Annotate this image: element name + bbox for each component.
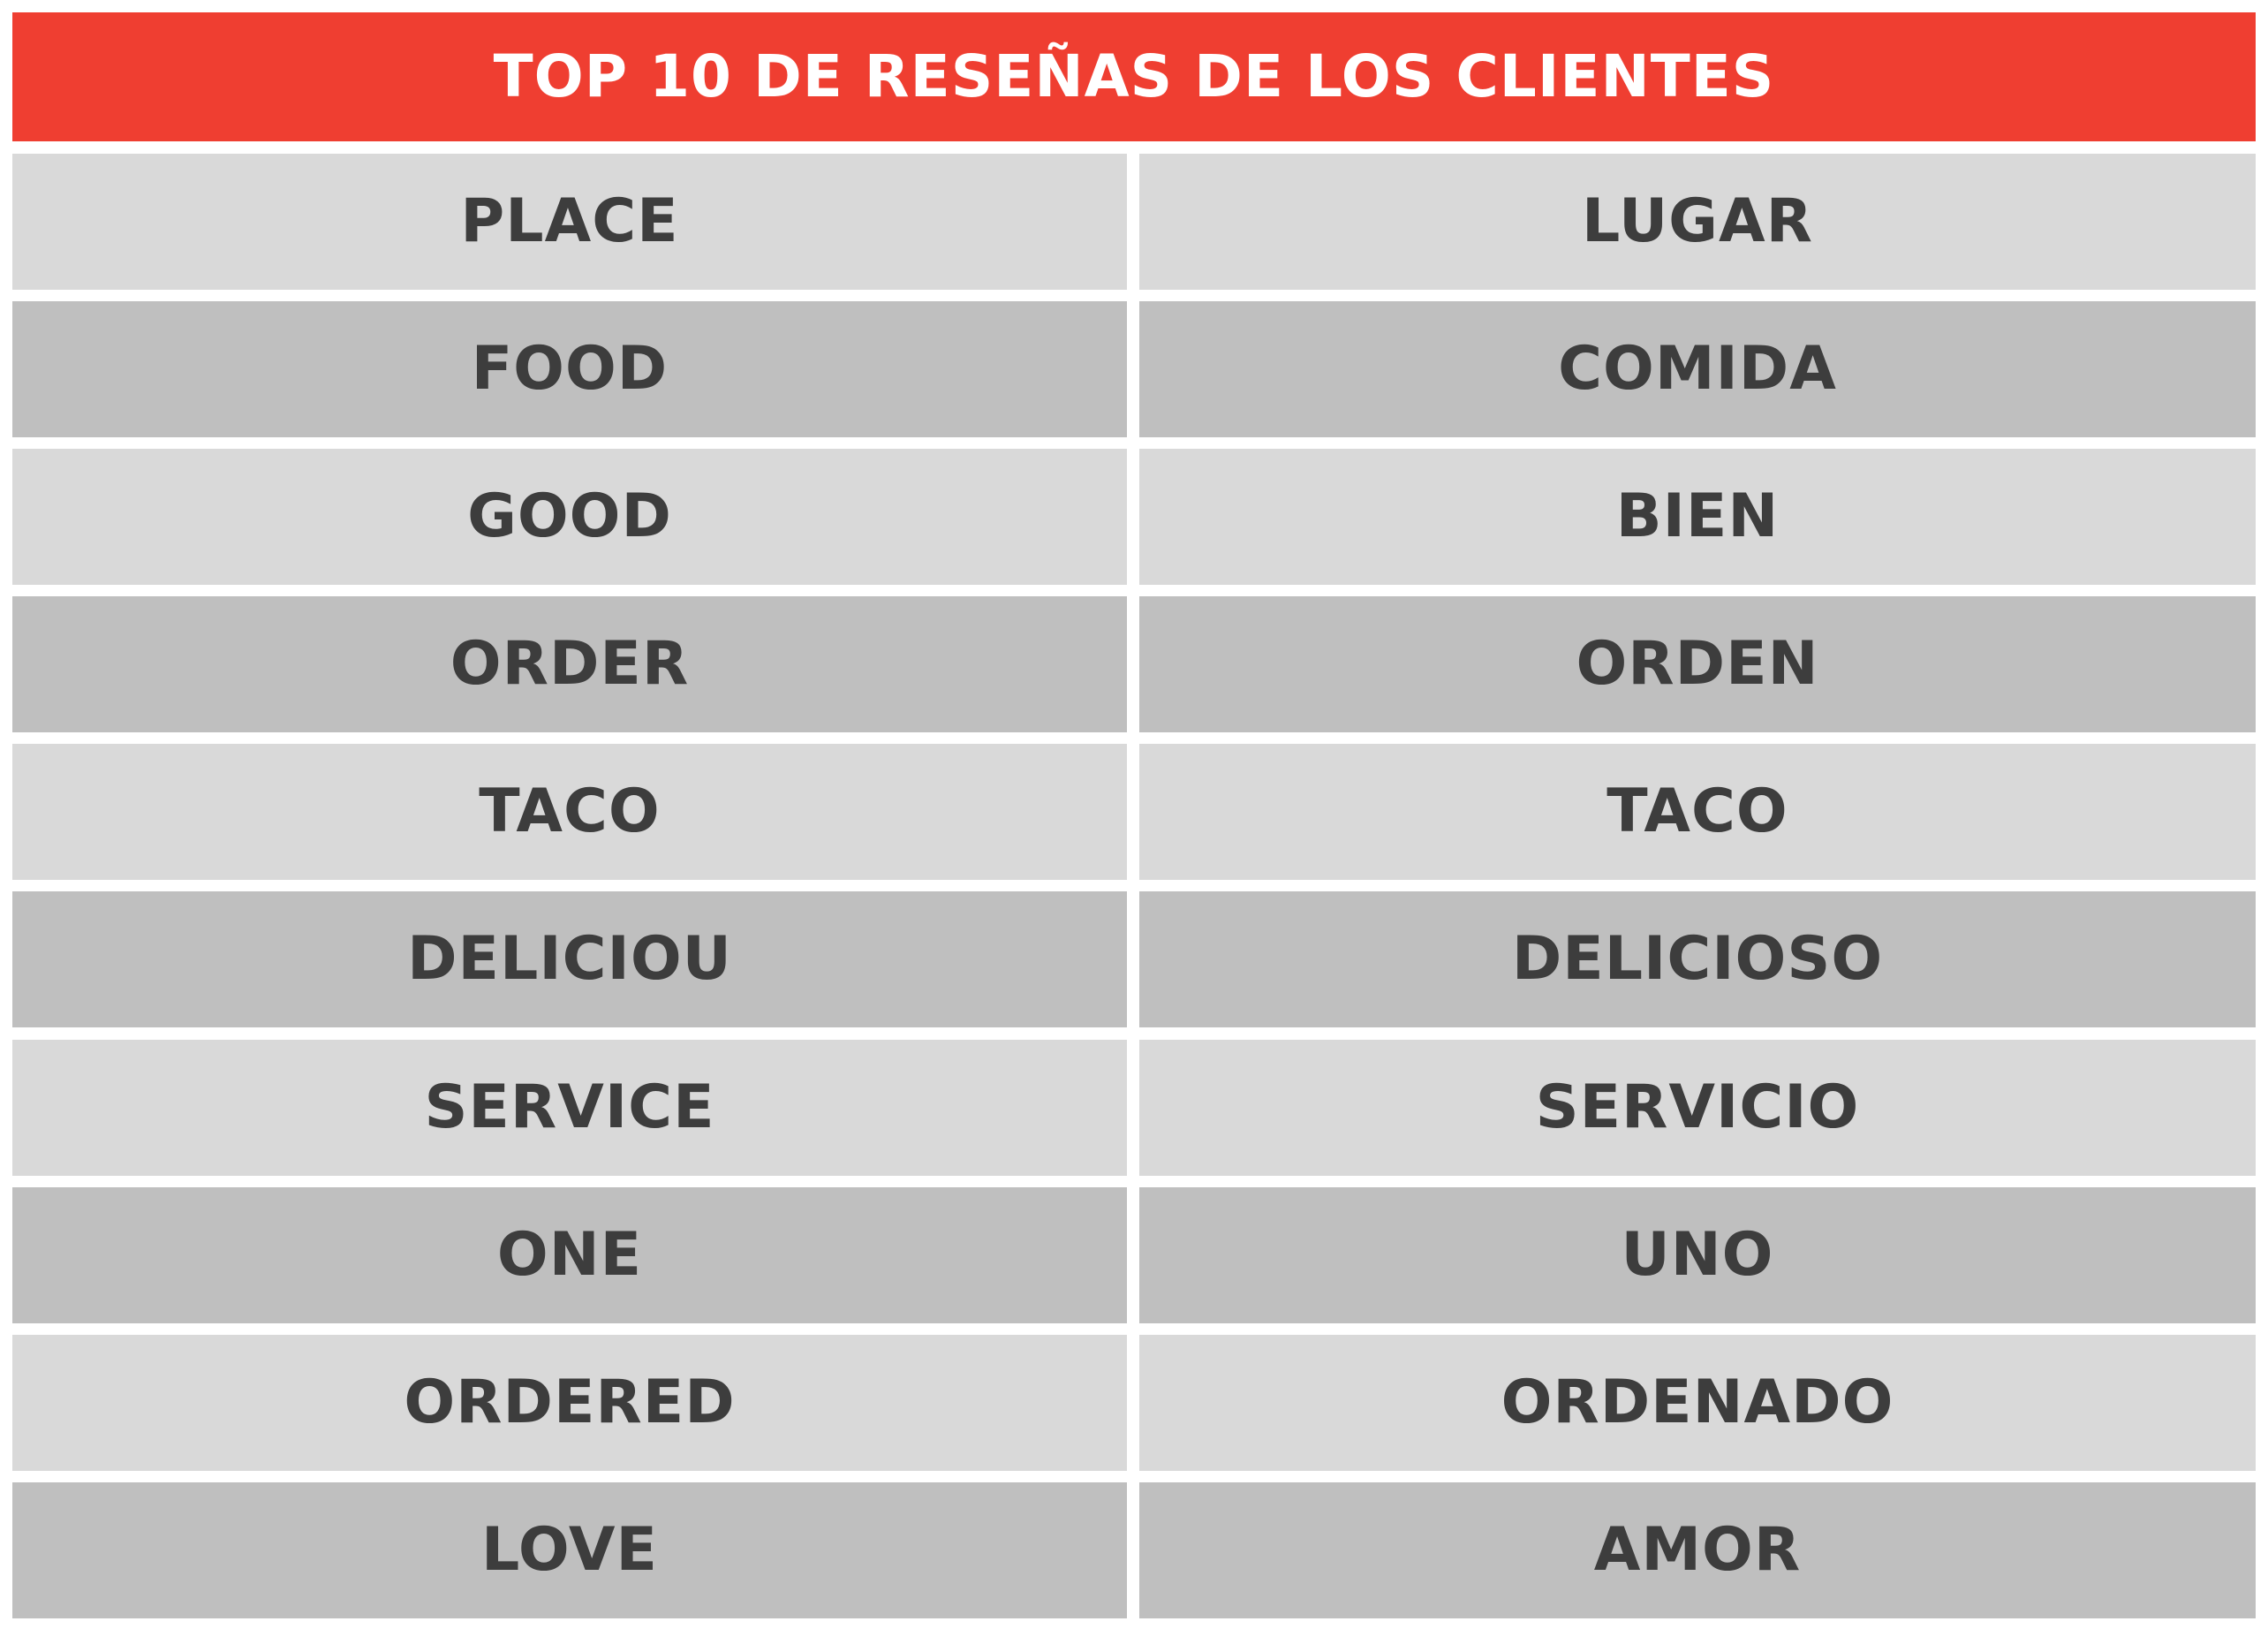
spanish-word-cell: DELICIOSO — [1139, 891, 2256, 1028]
english-word-cell: ORDERED — [12, 1334, 1127, 1471]
english-word-cell: DELICIOU — [12, 891, 1127, 1028]
reviews-table: PLACE LUGAR FOOD COMIDA GOOD BIEN ORDER … — [12, 154, 2256, 1618]
spanish-word-cell: TACO — [1139, 744, 2256, 881]
english-word-cell: LOVE — [12, 1481, 1127, 1618]
spanish-word-cell: BIEN — [1139, 449, 2256, 586]
spanish-word-cell: COMIDA — [1139, 301, 2256, 438]
english-word-cell: PLACE — [12, 154, 1127, 290]
english-word-cell: ORDER — [12, 596, 1127, 733]
table-title: TOP 10 DE RESEÑAS DE LOS CLIENTES — [493, 42, 1775, 110]
spanish-word-cell: ORDEN — [1139, 596, 2256, 733]
english-word-cell: SERVICE — [12, 1039, 1127, 1176]
english-word-cell: GOOD — [12, 449, 1127, 586]
english-word-cell: FOOD — [12, 301, 1127, 438]
spanish-word-cell: ORDENADO — [1139, 1334, 2256, 1471]
english-word-cell: ONE — [12, 1186, 1127, 1323]
spanish-word-cell: SERVICIO — [1139, 1039, 2256, 1176]
table-header: TOP 10 DE RESEÑAS DE LOS CLIENTES — [12, 12, 2256, 141]
english-word-cell: TACO — [12, 744, 1127, 881]
spanish-word-cell: LUGAR — [1139, 154, 2256, 290]
spanish-word-cell: AMOR — [1139, 1481, 2256, 1618]
spanish-word-cell: UNO — [1139, 1186, 2256, 1323]
